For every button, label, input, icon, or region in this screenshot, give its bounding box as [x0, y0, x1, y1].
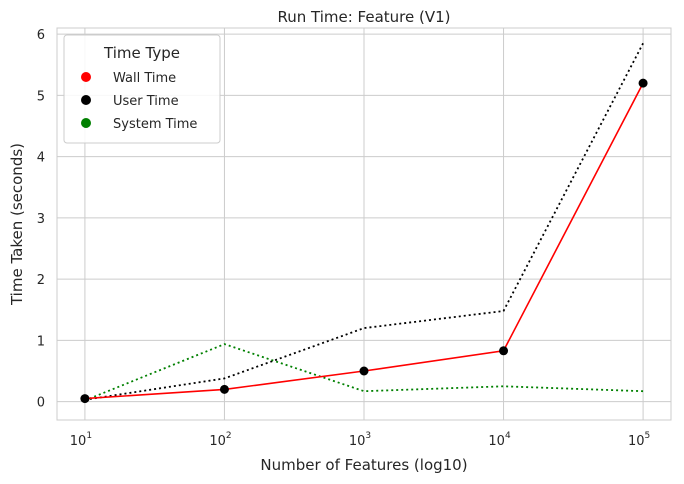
y-tick-label: 6	[37, 28, 45, 43]
wall-time-legend-marker	[81, 72, 91, 82]
wall-time-point	[638, 78, 648, 88]
x-tick-label: 102	[209, 431, 231, 449]
wall-time-markers	[80, 78, 648, 404]
wall-time-point	[359, 366, 369, 376]
y-tick-label: 2	[37, 273, 45, 288]
x-tick-label: 103	[349, 431, 371, 449]
legend: Time Type Wall Time User Time System Time	[63, 34, 221, 144]
user-time-legend-marker	[81, 95, 91, 105]
y-tick-label: 1	[37, 334, 45, 349]
system-time-legend-label: System Time	[113, 117, 197, 132]
wall-time-point	[80, 394, 90, 404]
wall-time-legend-label: Wall Time	[113, 71, 176, 86]
user-time-legend-label: User Time	[113, 94, 179, 109]
x-tick-labels: 101 102 103 104 105	[70, 431, 650, 449]
legend-entries: Wall Time User Time System Time	[81, 71, 197, 132]
chart-title: Run Time: Feature (V1)	[277, 8, 450, 26]
user-time-line	[84, 42, 644, 401]
x-tick-label: 104	[488, 431, 511, 449]
x-tick-label: 101	[70, 431, 92, 449]
y-tick-label: 3	[37, 212, 45, 227]
x-tick-label: 105	[628, 431, 650, 449]
y-tick-label: 4	[37, 151, 45, 166]
legend-title: Time Type	[103, 44, 180, 62]
system-time-legend-marker	[81, 118, 91, 128]
system-time-line	[84, 343, 644, 402]
x-axis-label: Number of Features (log10)	[260, 456, 467, 474]
y-tick-label: 5	[37, 89, 45, 104]
y-tick-label: 0	[37, 396, 45, 411]
legend-box	[63, 34, 221, 144]
wall-time-point	[219, 384, 229, 394]
y-axis-label: Time Taken (seconds)	[8, 143, 26, 306]
y-tick-labels: 0 1 2 3 4 5 6	[37, 28, 45, 411]
wall-time-point	[499, 346, 509, 356]
